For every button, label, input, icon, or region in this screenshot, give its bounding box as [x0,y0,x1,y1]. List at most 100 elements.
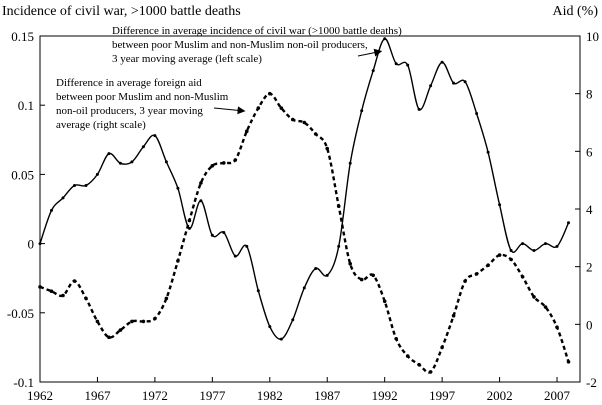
x-tick-label: 1967 [84,388,111,403]
civil-war-point [73,184,76,187]
civil-war-point [463,80,467,84]
aid-point [348,262,353,266]
aid-point [474,272,479,276]
left-y-tick-label: 0.05 [11,167,34,182]
aid-point [405,354,410,358]
civil-war-point [314,267,318,270]
aid-point [543,305,548,309]
aid-point [38,285,42,289]
annotation-aid-line-1: Difference in average foreign aid [56,77,202,89]
annotation-aid-arrow [213,106,246,115]
aid-point [210,164,215,168]
aid-point [509,257,513,262]
x-tick-label: 2007 [544,388,571,403]
aid-point [118,328,123,332]
civil-war-point [130,160,134,164]
left-y-axis: -0.1 -0.05 0 0.05 0.1 0.15 [7,29,45,390]
aid-point [394,337,399,341]
aid-point [256,106,261,110]
annotation-aid-line-2: between poor Muslim and non-Muslim [56,91,229,103]
aid-point [359,277,364,282]
x-tick-label: 1982 [257,388,283,403]
civil-war-point [498,203,502,207]
aid-point [233,158,238,162]
civil-war-point [302,286,306,290]
civil-war-point [360,109,364,113]
x-tick-label: 2002 [487,388,513,403]
aid-point [187,218,192,223]
annotation-civil-war-line-2: between poor Muslim and non-Muslim non-o… [112,39,368,51]
aid-point [463,279,467,283]
civil-war-point [486,150,490,154]
aid-point [49,289,54,294]
civil-war-point [50,208,53,212]
x-tick-label: 1972 [142,388,168,403]
civil-war-point [268,325,272,329]
aid-point [222,161,226,165]
aid-point [279,106,284,110]
civil-war-point [532,249,536,252]
aid-point [440,345,444,350]
civil-war-point [245,244,249,248]
left-y-tick-label: 0.15 [11,29,34,44]
civil-war-point [440,60,444,64]
x-tick-label: 1997 [429,388,456,403]
x-tick-label: 1992 [372,388,398,403]
civil-war-point [475,112,479,115]
aid-point [451,313,456,318]
right-y-tick-label: 2 [586,260,593,275]
civil-war-point [141,145,145,149]
aid-point [199,181,203,185]
aid-point [497,253,502,257]
left-y-tick-label: 0.1 [18,98,34,113]
aid-point [382,299,387,304]
civil-war-point [95,172,99,176]
x-tick-label: 1987 [314,388,341,403]
civil-war-point [84,184,88,187]
annotation-civil-war: Difference in average incidence of civil… [112,25,402,65]
civil-war-point [176,186,180,190]
aid-point [371,273,376,278]
aid-point [417,362,421,367]
aid-point [268,91,272,96]
aid-point [486,263,490,268]
aid-point [520,275,525,279]
civil-war-point [348,161,352,165]
civil-war-point [371,69,375,73]
aid-point [107,335,111,340]
aid-point [532,295,536,299]
civil-war-point [199,199,203,203]
civil-war-point [417,107,421,111]
aid-point [555,325,559,330]
right-y-tick-label: 4 [586,202,593,217]
aid-point [325,146,330,151]
right-y-tick-label: 8 [586,87,593,102]
right-y-tick-label: 10 [586,29,599,44]
civil-war-point [279,337,283,341]
left-y-tick-label: -0.05 [7,306,34,321]
annotation-aid-line-3: non-oil producers, 3 year moving [56,105,203,117]
annotation-civil-war-line-1: Difference in average incidence of civil… [112,25,402,37]
aid-point [84,296,88,301]
left-y-tick-label: 0 [28,237,35,252]
aid-point [164,296,169,301]
civil-war-point [394,62,398,66]
civil-war-point [406,63,410,67]
aid-point [130,319,134,324]
civil-war-point [118,161,122,165]
aid-point [153,316,157,321]
aid-point [336,204,341,208]
civil-war-point [325,273,329,277]
aid-point [61,293,65,298]
civil-war-point [291,318,295,322]
right-axis-title: Aid (%) [553,4,599,19]
civil-war-point [383,37,387,41]
civil-war-point [61,196,65,200]
right-y-tick-label: -2 [586,375,597,390]
civil-war-point [337,244,341,248]
annotation-aid: Difference in average foreign aid betwee… [56,77,246,131]
aid-point [72,279,77,283]
civil-war-point [153,134,157,138]
aid-point [95,319,100,324]
